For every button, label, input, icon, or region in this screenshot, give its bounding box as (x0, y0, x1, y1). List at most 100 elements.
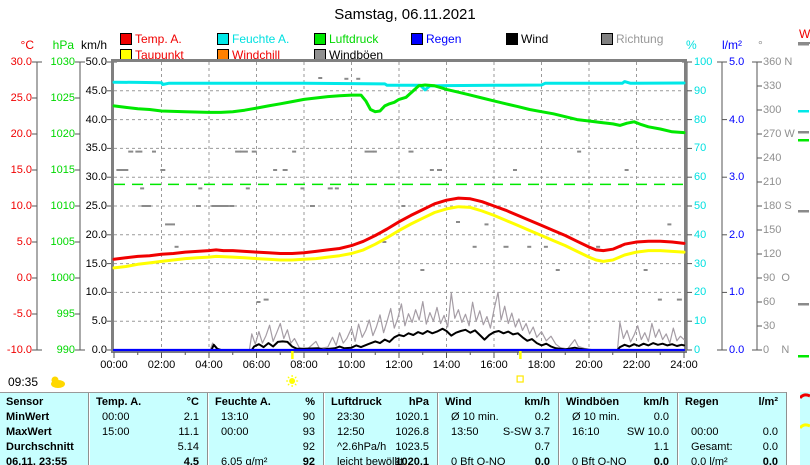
axis-tick-label: 1030 (50, 56, 75, 68)
table-column-unit: % (305, 396, 315, 408)
time-tick-label: 00:00 (100, 359, 128, 371)
table-column: Wind km/h Ø 10 min. 0.2 13:50 S-SW 3.7 0.7 0 Bf… (439, 393, 558, 465)
sunset-icon (516, 375, 524, 383)
axis-unit-header: km/h (80, 38, 107, 52)
axis-tick-label: 0.0 (16, 272, 32, 284)
table-column-divider (323, 393, 325, 465)
axis-tick-label: 3.0 (729, 171, 745, 184)
axis-tick-label: 995 (56, 308, 75, 320)
table-cell-text: 13:50 (451, 426, 479, 438)
page-title: Samstag, 06.11.2021 (334, 6, 476, 23)
axis-tick-label: 25.0 (85, 200, 107, 212)
table-cell-text: 00:00 (691, 426, 719, 438)
table-cell-text: 00:00 (221, 426, 249, 438)
axis-tick-label: 5.0 (729, 56, 745, 68)
table-row-label: MinWert (6, 411, 50, 423)
legend-label: Feuchte A. (232, 32, 290, 46)
series-wind (113, 327, 685, 351)
axis-tick-label: 15.0 (10, 164, 32, 176)
time-tick-label: 12:00 (385, 359, 413, 371)
axis-unit-header: ° (758, 38, 763, 52)
axis-unit-header: l/m² (722, 38, 742, 52)
axis-tick-label: 35.0 (85, 142, 107, 155)
table-cell-text: 12:50 (337, 426, 365, 438)
table-column-header: Temp. A. (96, 396, 142, 408)
axis-tick-label: 2.0 (729, 228, 745, 241)
table-column-divider (558, 393, 560, 465)
table-cell-value: SW 10.0 (626, 426, 669, 438)
table-cell-value: 0.2 (534, 411, 550, 423)
legend-label: Temp. A. (135, 32, 182, 46)
axis-tick-label: 5.0 (91, 315, 107, 328)
axis-tick-label: 20.0 (10, 128, 32, 140)
axis-tick-label: 30.0 (10, 56, 32, 68)
table-cell-value: 0.0 (653, 456, 669, 465)
table-cell-text: 0.0 l/m² (691, 456, 728, 465)
time-tick-label: 20:00 (575, 359, 603, 371)
axis-tick-label: 45.0 (85, 84, 107, 97)
axis-tick-label: 10.0 (85, 286, 107, 299)
table-cell-value: 90 (302, 411, 315, 423)
table-row-label: MaxWert (6, 426, 52, 438)
table-cell-value: 1023.5 (395, 441, 429, 453)
axis-tick-label: 15.0 (85, 257, 107, 270)
table-cell-value: 1020.1 (395, 411, 429, 423)
series-temp-a- (112, 196, 686, 261)
legend-label: Windböen (329, 48, 384, 62)
table-cell-text: leicht bewölkt↓ (337, 455, 409, 465)
table-column: Luftdruck hPa 23:30 1020.1 12:50 1026.8 ^2.6hP… (325, 393, 437, 465)
legend-swatch-icon (601, 33, 613, 45)
axis-tick-label: 1000 (50, 272, 75, 284)
axis-tick-label: 180 S (763, 200, 792, 212)
time-tick-label: 06:00 (242, 359, 271, 371)
table-cell-text: ^2.6hPa/h (337, 441, 387, 453)
axis-tick-label: 80 (694, 113, 707, 126)
legend-swatch-icon (411, 33, 423, 45)
axis-tick-label: 0 N (763, 344, 790, 356)
legend-label: Richtung (616, 32, 664, 46)
table-column: Temp. A. °C 00:00 2.1 15:00 11.1 5.14 4.5 (90, 393, 207, 465)
clipped-mini-panel (798, 392, 810, 465)
axis-tick-label: 60 (694, 171, 707, 184)
axis-tick-label: 1005 (50, 236, 75, 248)
table-cell-value: 1.1 (653, 441, 669, 453)
table-cell-value: 1020.1 (395, 456, 429, 465)
axis-tick-label: 5.0 (16, 236, 32, 248)
axis-tick-label: 270 W (763, 128, 795, 140)
axis-tick-label: 1025 (50, 92, 75, 104)
legend-swatch-icon (314, 33, 326, 45)
table-cell-text: 23:30 (337, 411, 365, 423)
legend-label: Wind (521, 32, 549, 46)
table-column-header: Wind (445, 396, 472, 408)
axis-tick-label: 20 (694, 286, 707, 299)
table-column-divider (677, 393, 679, 465)
axis-unit-header: hPa (52, 38, 74, 52)
table-cell-text: Ø 10 min. (572, 411, 620, 423)
table-cell-value: 0.0 (762, 426, 778, 438)
table-cell-value: 0.0 (762, 441, 778, 453)
series-windb-en (113, 291, 685, 351)
axis-tick-label: 30 (763, 320, 776, 332)
axis-tick-label: 0 (694, 344, 701, 356)
table-row-label: 06.11. 23:55 (6, 456, 68, 465)
axis-tick-label: 90 (694, 84, 707, 97)
axis-tick-label: -10.0 (6, 344, 32, 356)
time-tick-label: 10:00 (337, 359, 366, 371)
table-cell-value: S-SW 3.7 (502, 426, 550, 438)
legend-swatch-icon (506, 33, 518, 45)
time-tick-label: 16:00 (480, 359, 508, 371)
axis-tick-label: 10.0 (10, 200, 32, 212)
table-cell-text: 00:00 (102, 411, 130, 423)
axis-tick-label: 360 N (763, 56, 793, 68)
table-column-divider (437, 393, 439, 465)
axis-tick-label: 90 O (763, 272, 790, 284)
table-cell-value: 92 (302, 441, 315, 453)
pressure-trend-down-icon: ↓ (403, 456, 409, 465)
summary-table: Sensor MinWert MaxWert Durchschnitt 06.11. 2… (0, 392, 786, 465)
table-cell-value: 93 (302, 426, 315, 438)
table-header-cell: Sensor (6, 396, 44, 408)
chart-plot-area (32, 42, 810, 388)
time-tick-label: 04:00 (195, 359, 223, 371)
axis-tick-label: 330 (763, 80, 782, 92)
